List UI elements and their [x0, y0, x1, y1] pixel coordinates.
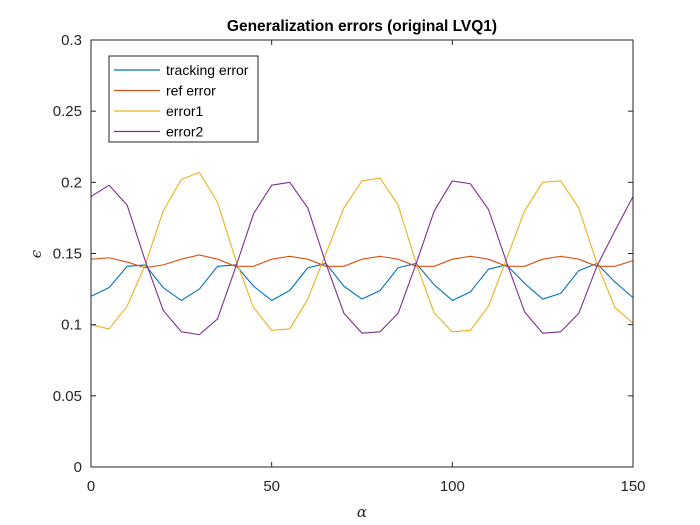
- y-tick-label: 0.3: [61, 32, 82, 49]
- y-tick-label: 0.15: [53, 246, 82, 263]
- y-tick-label: 0.05: [53, 388, 82, 405]
- y-axis-label: ϵ: [27, 249, 45, 258]
- y-tick-label: 0.2: [61, 174, 82, 191]
- legend: tracking error ref error error1 error2: [108, 55, 259, 143]
- legend-label: tracking error: [166, 62, 249, 78]
- y-axis: 0 0.05 0.1 0.15 0.2 0.25 0.3: [53, 32, 633, 476]
- y-tick-label: 0.25: [53, 103, 82, 120]
- x-axis-label: α: [357, 503, 367, 521]
- legend-label: ref error: [166, 83, 216, 99]
- x-tick-label: 150: [620, 478, 645, 495]
- series-layer: [90, 171, 634, 336]
- series-line-3: [90, 171, 634, 333]
- legend-label: error2: [166, 124, 204, 140]
- x-tick-label: 50: [263, 478, 280, 495]
- x-tick-label: 0: [87, 478, 95, 495]
- y-tick-label: 0: [74, 459, 82, 476]
- series-line-4: [90, 180, 634, 336]
- series-line-2: [90, 254, 634, 269]
- series-line-1: [90, 262, 634, 302]
- x-tick-label: 100: [440, 478, 465, 495]
- y-tick-label: 0.1: [61, 317, 82, 334]
- x-axis: 0 50 100 150: [87, 40, 646, 495]
- chart-title: Generalization errors (original LVQ1): [227, 18, 497, 35]
- legend-label: error1: [166, 103, 204, 119]
